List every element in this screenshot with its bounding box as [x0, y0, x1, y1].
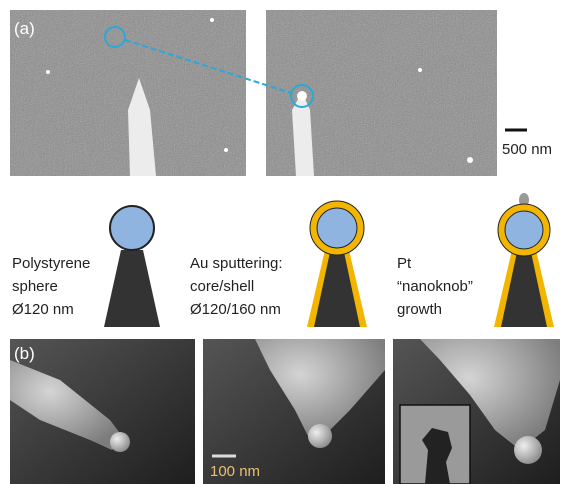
schematic-3	[494, 193, 554, 327]
step-line: “nanoknob”	[397, 278, 473, 295]
tracking-marker	[104, 26, 314, 108]
schematic-1	[104, 205, 160, 327]
step-line: core/shell	[190, 278, 254, 295]
scale-bar-label: 500 nm	[502, 141, 552, 158]
sem-image-a-right	[266, 10, 497, 176]
sem-image-b-2	[203, 339, 385, 484]
step-text: Polystyrene sphere Ø120 nm Au sputtering…	[12, 255, 473, 318]
step-line: growth	[397, 301, 442, 318]
panel-label: (b)	[14, 344, 35, 363]
sem-image-b-3	[393, 339, 560, 484]
step-line: Pt	[397, 255, 412, 272]
step-line: Polystyrene	[12, 255, 90, 272]
step-line: Ø120/160 nm	[190, 301, 281, 318]
panel-label: (a)	[14, 19, 35, 38]
step-line: Ø120 nm	[12, 301, 74, 318]
scale-bar-label: 100 nm	[210, 463, 260, 480]
sem-image-b-1	[10, 339, 195, 484]
sem-image-a-left	[10, 10, 246, 176]
step-line: sphere	[12, 278, 58, 295]
step-line: Au sputtering:	[190, 255, 283, 272]
schematic-2	[307, 200, 367, 327]
